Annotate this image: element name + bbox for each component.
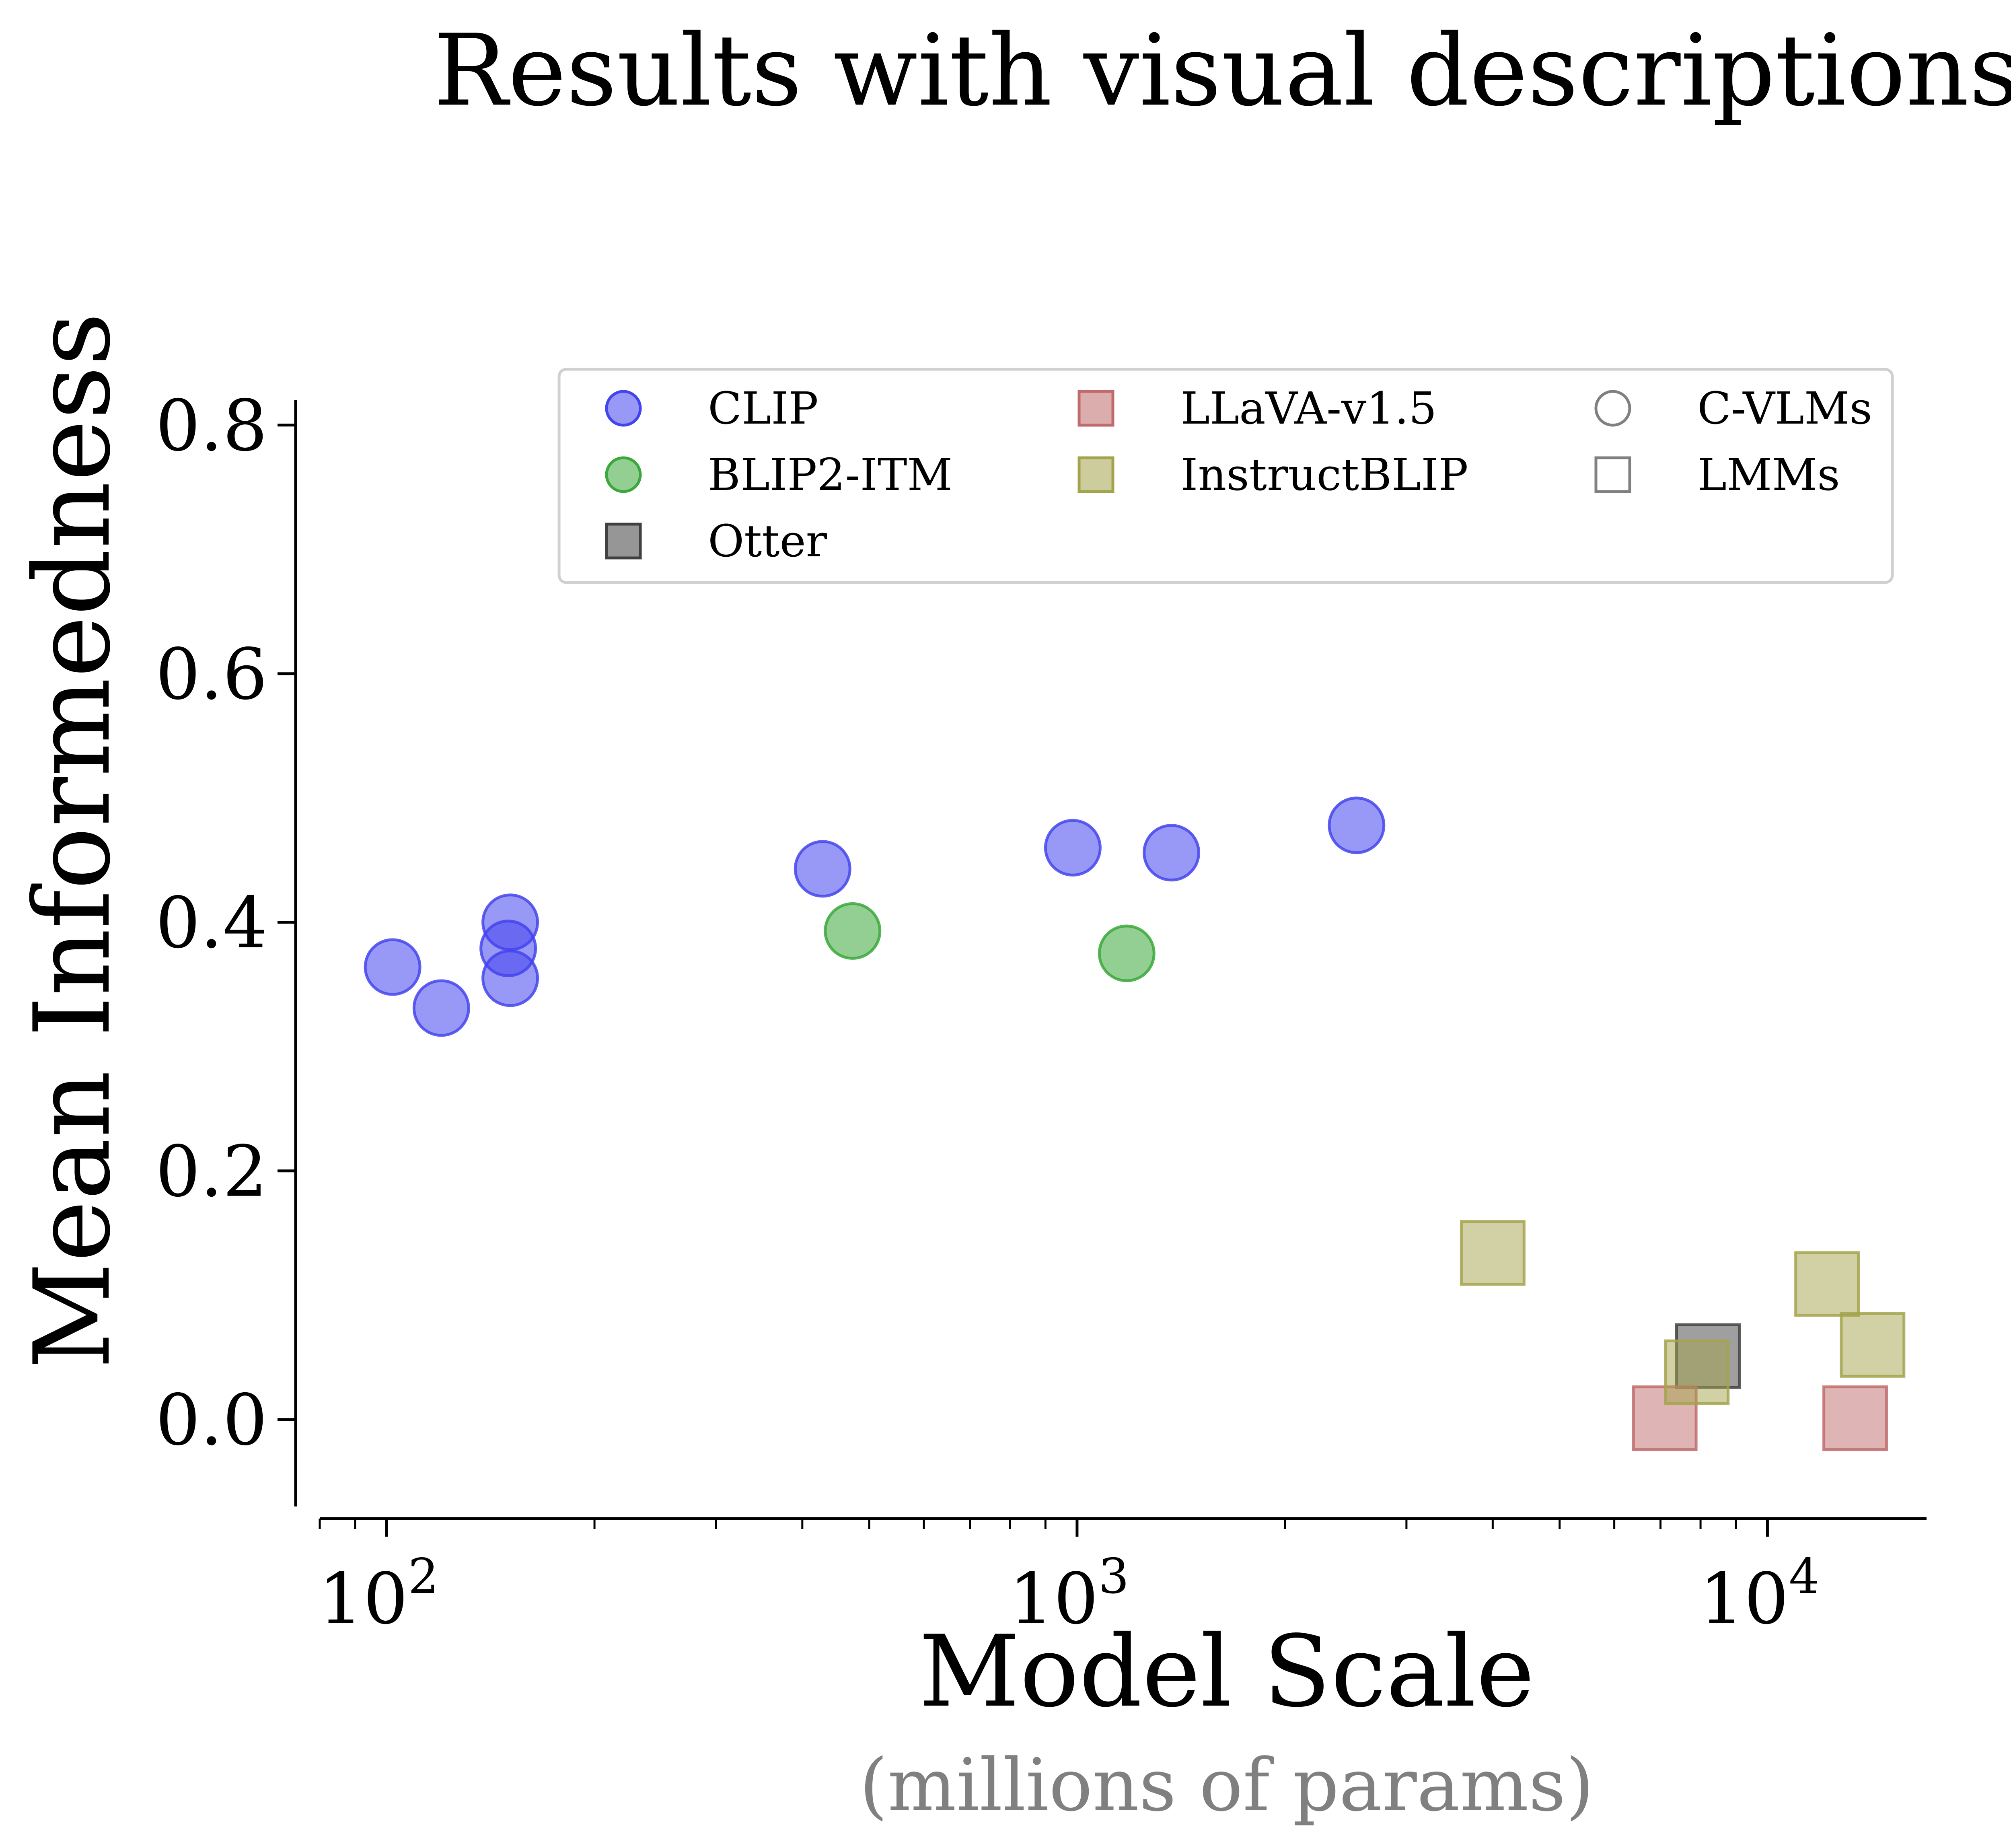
legend-label-c-vlms: C-VLMs — [1697, 383, 1872, 434]
y-tick-label: 0.2 — [156, 1131, 267, 1213]
x-tick-label: 103 — [1009, 1549, 1129, 1640]
x-ticks: 102 103 104 — [319, 1519, 1820, 1640]
legend-label-blip2-itm: BLIP2-ITM — [708, 449, 952, 500]
x-axis-sublabel: (millions of params) — [860, 1743, 1594, 1827]
legend: CLIP BLIP2-ITM Otter LLaVA-v1.5 InstructBLIP… — [557, 368, 1894, 584]
legend-marker-llava-v1-5 — [1077, 390, 1114, 427]
y-tick-label: 0.8 — [156, 385, 267, 467]
chart-title: Results with visual descriptions — [434, 13, 2011, 128]
y-tick-label: 0.6 — [156, 634, 267, 716]
x-tick-label-base: 10 — [319, 1558, 408, 1640]
point-llava-v1-5 — [1822, 1385, 1888, 1451]
legend-marker-blip2-itm — [605, 456, 642, 493]
legend-label-llava-v1-5: LLaVA-v1.5 — [1180, 383, 1437, 434]
point-clip — [1328, 796, 1386, 854]
x-tick-label: 104 — [1699, 1549, 1820, 1640]
point-clip — [1143, 824, 1201, 882]
y-axis-label: Mean Informedness — [12, 312, 134, 1369]
point-clip — [481, 893, 539, 951]
point-clip — [481, 949, 539, 1007]
x-tick-label-exp: 4 — [1789, 1549, 1820, 1605]
legend-label-otter: Otter — [708, 515, 827, 567]
point-instructblip — [1794, 1251, 1860, 1317]
legend-label-lmms: LMMs — [1697, 449, 1840, 500]
point-instructblip — [1840, 1312, 1906, 1378]
legend-marker-otter — [605, 523, 642, 560]
point-clip — [412, 979, 470, 1037]
x-tick-label-base: 10 — [1699, 1558, 1789, 1640]
legend-label-instructblip: InstructBLIP — [1180, 449, 1468, 500]
legend-marker-clip — [605, 390, 642, 427]
point-instructblip — [1664, 1339, 1730, 1405]
x-tick-label-base: 10 — [1009, 1558, 1098, 1640]
legend-frame — [557, 368, 1894, 584]
point-blip2-itm — [1098, 924, 1156, 982]
axes — [294, 400, 1927, 1520]
legend-marker-instructblip — [1077, 456, 1114, 493]
x-tick-label-exp: 2 — [408, 1549, 439, 1605]
point-clip — [1044, 819, 1102, 877]
point-clip — [364, 938, 422, 996]
data-points — [364, 796, 1906, 1451]
point-instructblip — [1460, 1220, 1526, 1286]
legend-label-clip: CLIP — [708, 383, 818, 434]
y-tick-label: 0.0 — [156, 1380, 267, 1461]
point-blip2-itm — [824, 902, 882, 960]
y-ticks: 0.0 0.2 0.4 0.6 0.8 — [156, 385, 296, 1461]
point-clip — [794, 840, 851, 898]
legend-marker-c-vlms — [1594, 390, 1631, 427]
x-axis-label: Model Scale — [919, 1614, 1535, 1729]
x-tick-label: 102 — [319, 1549, 439, 1640]
x-tick-label-exp: 3 — [1098, 1549, 1129, 1605]
y-tick-label: 0.4 — [156, 883, 267, 964]
legend-marker-lmms — [1594, 456, 1631, 493]
